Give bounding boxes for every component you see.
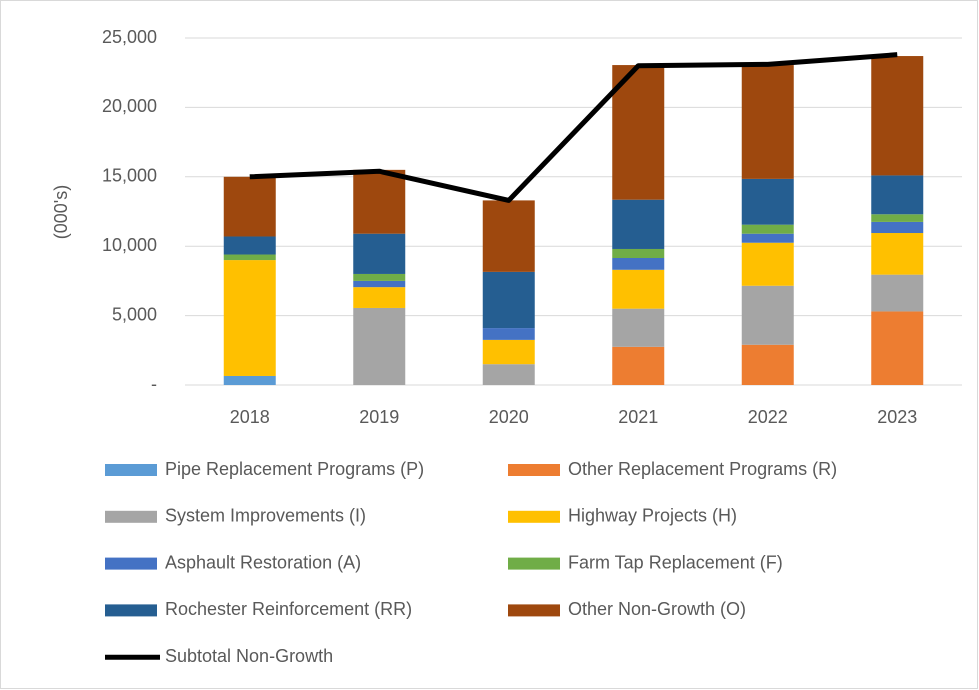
bar-segment — [871, 175, 924, 215]
bar-segment — [612, 199, 665, 249]
bar-segment — [223, 236, 276, 255]
y-tick-label: 25,000 — [102, 27, 157, 47]
x-tick-label: 2023 — [877, 407, 917, 427]
bar-segment — [223, 375, 276, 385]
legend-swatch — [508, 604, 560, 617]
legend-swatch — [105, 510, 157, 523]
legend-label: System Improvements (I) — [165, 506, 366, 526]
bar-segment — [482, 339, 535, 365]
y-tick-label: 20,000 — [102, 96, 157, 116]
bar-segment — [741, 65, 794, 179]
legend-label: Pipe Replacement Programs (P) — [165, 459, 424, 479]
bar-segment — [353, 169, 406, 234]
legend-swatch — [508, 464, 560, 476]
bar-segment — [612, 346, 665, 385]
bar-segment — [482, 200, 535, 272]
legend-label: Asphault Restoration (A) — [165, 552, 361, 572]
y-tick-label: 5,000 — [112, 304, 157, 324]
x-tick-label: 2022 — [748, 407, 788, 427]
bar-segment — [871, 221, 924, 234]
legend-swatch — [508, 557, 560, 570]
legend-label: Highway Projects (H) — [568, 506, 737, 526]
bar-segment — [871, 311, 924, 385]
bar-segment — [612, 257, 665, 270]
bar-segment — [741, 285, 794, 345]
bar-segment — [741, 178, 794, 225]
y-tick-label: - — [151, 374, 157, 394]
legend-swatch — [508, 510, 560, 523]
legend-swatch — [105, 557, 157, 570]
legend-swatch — [105, 604, 157, 617]
legend-swatch — [105, 464, 157, 476]
legend-label: Subtotal Non-Growth — [165, 646, 333, 666]
x-tick-label: 2020 — [489, 407, 529, 427]
x-tick-label: 2019 — [359, 407, 399, 427]
bar-segment — [871, 214, 924, 222]
legend-label: Other Non-Growth (O) — [568, 599, 746, 619]
bar-segment — [612, 65, 665, 200]
bar-segment — [871, 274, 924, 312]
bar-segment — [741, 344, 794, 385]
bar-segment — [353, 307, 406, 385]
bar-segment — [353, 233, 406, 274]
bar-segment — [871, 233, 924, 275]
bar-segment — [741, 233, 794, 243]
bar-segment — [612, 308, 665, 347]
legend-label: Rochester Reinforcement (RR) — [165, 599, 412, 619]
legend-label: Other Replacement Programs (R) — [568, 459, 837, 479]
line-series — [249, 52, 898, 203]
bar-segment — [482, 364, 535, 385]
bar-segment — [482, 271, 535, 329]
bar-segment — [353, 273, 406, 281]
bar-segment — [612, 248, 665, 258]
bar-segment — [223, 176, 276, 237]
bar-segment — [223, 254, 276, 261]
x-tick-label: 2018 — [230, 407, 270, 427]
bar-segment — [353, 287, 406, 308]
y-axis-label: (000's) — [51, 185, 71, 239]
legend-label: Farm Tap Replacement (F) — [568, 552, 783, 572]
bar-segment — [482, 328, 535, 340]
bar-segment — [871, 56, 924, 176]
x-tick-label: 2021 — [618, 407, 658, 427]
y-tick-label: 10,000 — [102, 235, 157, 255]
bar-segment — [353, 280, 406, 288]
bar-segment — [223, 260, 276, 376]
bar-segment — [741, 224, 794, 234]
bar-segment — [612, 269, 665, 309]
y-tick-label: 15,000 — [102, 166, 157, 186]
bar-segment — [741, 242, 794, 286]
